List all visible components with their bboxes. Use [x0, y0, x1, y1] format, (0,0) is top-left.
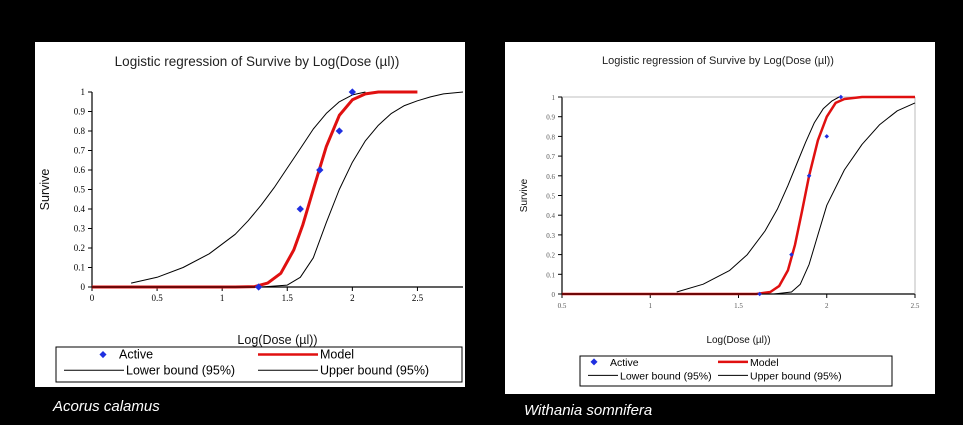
chart-panel-acorus: Logistic regression of Survive by Log(Do… [35, 42, 465, 387]
y-axis-label: Survive [519, 178, 530, 212]
chart-svg-withania: Logistic regression of Survive by Log(Do… [519, 55, 920, 387]
legend-upper-label: Upper bound (95%) [750, 370, 842, 382]
legend-active-symbol [99, 351, 107, 359]
active-data-point [296, 205, 304, 213]
y-tick-label: 0.7 [74, 146, 86, 156]
y-tick-label: 1 [552, 94, 556, 102]
x-tick-label: 1 [649, 302, 653, 310]
y-tick-label: 0 [552, 291, 556, 299]
x-tick-label: 2 [825, 302, 829, 310]
y-tick-label: 0.8 [546, 133, 555, 141]
upper-bound-curve [92, 91, 464, 288]
legend-upper-label: Upper bound (95%) [320, 363, 429, 377]
legend-box: Active Model Lower bound (95%) Upper bound … [579, 355, 893, 387]
y-tick-label: 0.4 [546, 212, 555, 220]
y-tick-label: 0.6 [74, 165, 86, 175]
x-axis-label: Log(Dose (µl)) [237, 333, 317, 347]
y-tick-label: 0.6 [546, 173, 555, 181]
x-tick-label: 1.5 [734, 302, 743, 310]
active-data-point [789, 252, 794, 257]
x-tick-label: 0 [90, 293, 95, 303]
active-data-point [254, 283, 263, 291]
active-data-point [316, 166, 324, 174]
x-axis-label: Log(Dose (µl)) [706, 335, 770, 346]
y-tick-label: 0.5 [546, 193, 555, 201]
legend-lower-label: Lower bound (95%) [126, 363, 235, 377]
y-tick-label: 0.2 [546, 252, 555, 260]
lower-bound-curve [130, 91, 366, 284]
legend-active-symbol [590, 358, 598, 366]
chart-title: Logistic regression of Survive by Log(Do… [115, 54, 400, 69]
legend-active-label: Active [610, 357, 639, 369]
y-tick-label: 0.1 [74, 263, 85, 273]
active-data-point [838, 94, 844, 100]
y-tick-label: 0.8 [74, 126, 86, 136]
y-tick-label: 0.9 [546, 114, 555, 122]
x-tick-label: 2 [350, 293, 355, 303]
x-tick-label: 2.5 [412, 293, 424, 303]
upper-bound-curve [562, 102, 916, 295]
y-tick-label: 0.3 [74, 224, 86, 234]
active-data-point [348, 88, 357, 96]
model-curve [92, 90, 418, 289]
y-tick-label: 1 [81, 87, 86, 97]
legend-model-label: Model [750, 357, 779, 369]
chart-svg-acorus: Logistic regression of Survive by Log(Do… [38, 54, 464, 383]
legend-active-label: Active [119, 348, 153, 362]
lower-bound-curve [676, 96, 840, 293]
y-tick-label: 0.1 [546, 271, 555, 279]
y-axis-label: Survive [38, 169, 52, 211]
y-tick-label: 0.3 [546, 232, 555, 240]
y-tick-label: 0.9 [74, 107, 86, 117]
x-tick-label: 1.5 [282, 293, 294, 303]
x-tick-label: 0.5 [151, 293, 163, 303]
legend-frame [55, 346, 463, 383]
chart-panel-withania: Logistic regression of Survive by Log(Do… [505, 42, 935, 394]
active-data-point [824, 134, 830, 139]
chart-title: Logistic regression of Survive by Log(Do… [602, 55, 834, 67]
chart-caption-acorus: Acorus calamus [53, 398, 160, 415]
x-tick-label: 0.5 [558, 302, 567, 310]
active-data-point [335, 127, 344, 135]
x-tick-label: 1 [220, 293, 225, 303]
x-tick-label: 2.5 [911, 302, 920, 310]
model-curve [562, 95, 915, 296]
y-tick-label: 0.7 [546, 153, 555, 161]
y-tick-label: 0.5 [74, 185, 86, 195]
legend-model-label: Model [320, 348, 354, 362]
legend-box: Active Model Lower bound (95%) Upper bound … [55, 346, 463, 383]
y-tick-label: 0.2 [74, 243, 85, 253]
legend-lower-label: Lower bound (95%) [620, 370, 712, 382]
y-tick-label: 0 [81, 282, 86, 292]
chart-caption-withania: Withania somnifera [524, 402, 653, 419]
y-tick-label: 0.4 [74, 204, 86, 214]
